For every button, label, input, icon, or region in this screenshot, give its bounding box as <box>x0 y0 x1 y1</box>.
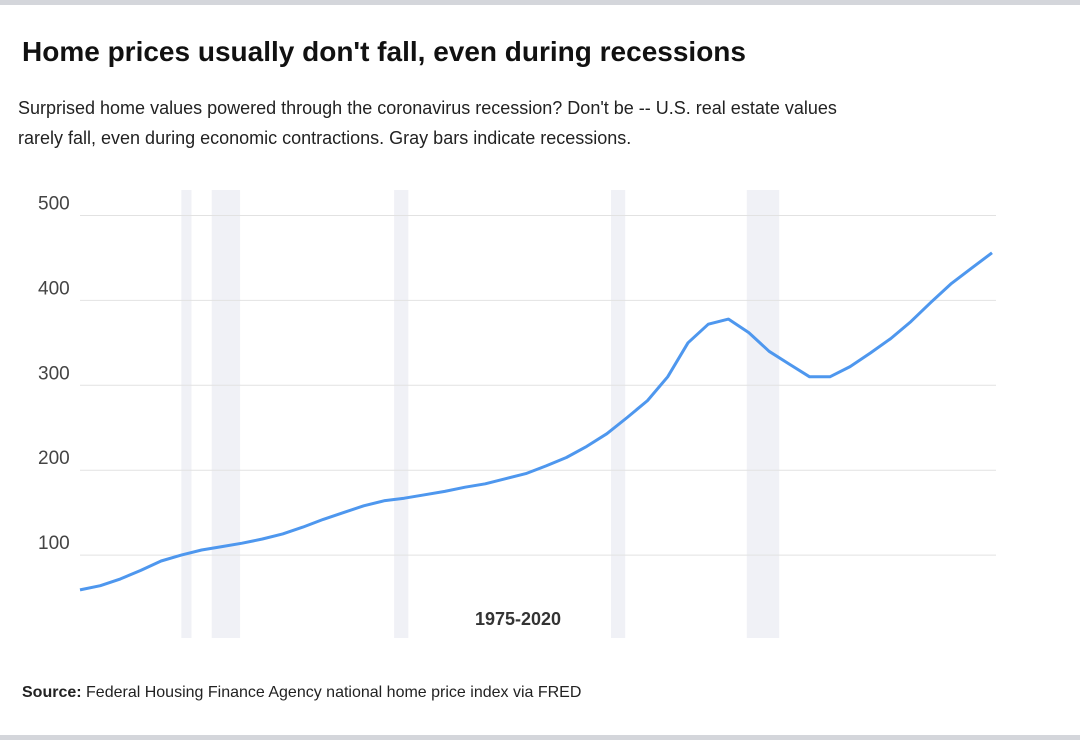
y-tick-label: 200 <box>38 448 70 469</box>
y-tick-label: 300 <box>38 363 70 384</box>
source: Source: Federal Housing Finance Agency n… <box>22 684 581 702</box>
recession-band <box>746 190 780 638</box>
subtitle: rarely fall, even during economic contra… <box>18 128 632 148</box>
recession-band <box>211 190 241 638</box>
x-axis-label: 1975-2020 <box>475 609 561 629</box>
y-tick-label: 400 <box>38 278 70 299</box>
subtitle: Surprised home values powered through th… <box>18 98 837 118</box>
source-label: Source: <box>22 684 82 701</box>
y-tick-label: 500 <box>38 193 70 214</box>
bottom-border <box>0 735 1080 740</box>
price-line <box>79 251 993 592</box>
y-tick-label: 100 <box>38 533 70 554</box>
source-text: Federal Housing Finance Agency national … <box>86 684 582 701</box>
recession-band <box>610 190 626 638</box>
recession-band <box>181 190 192 638</box>
chart-title: Home prices usually don't fall, even dur… <box>22 36 746 67</box>
top-border <box>0 0 1080 5</box>
recession-band <box>394 190 409 638</box>
